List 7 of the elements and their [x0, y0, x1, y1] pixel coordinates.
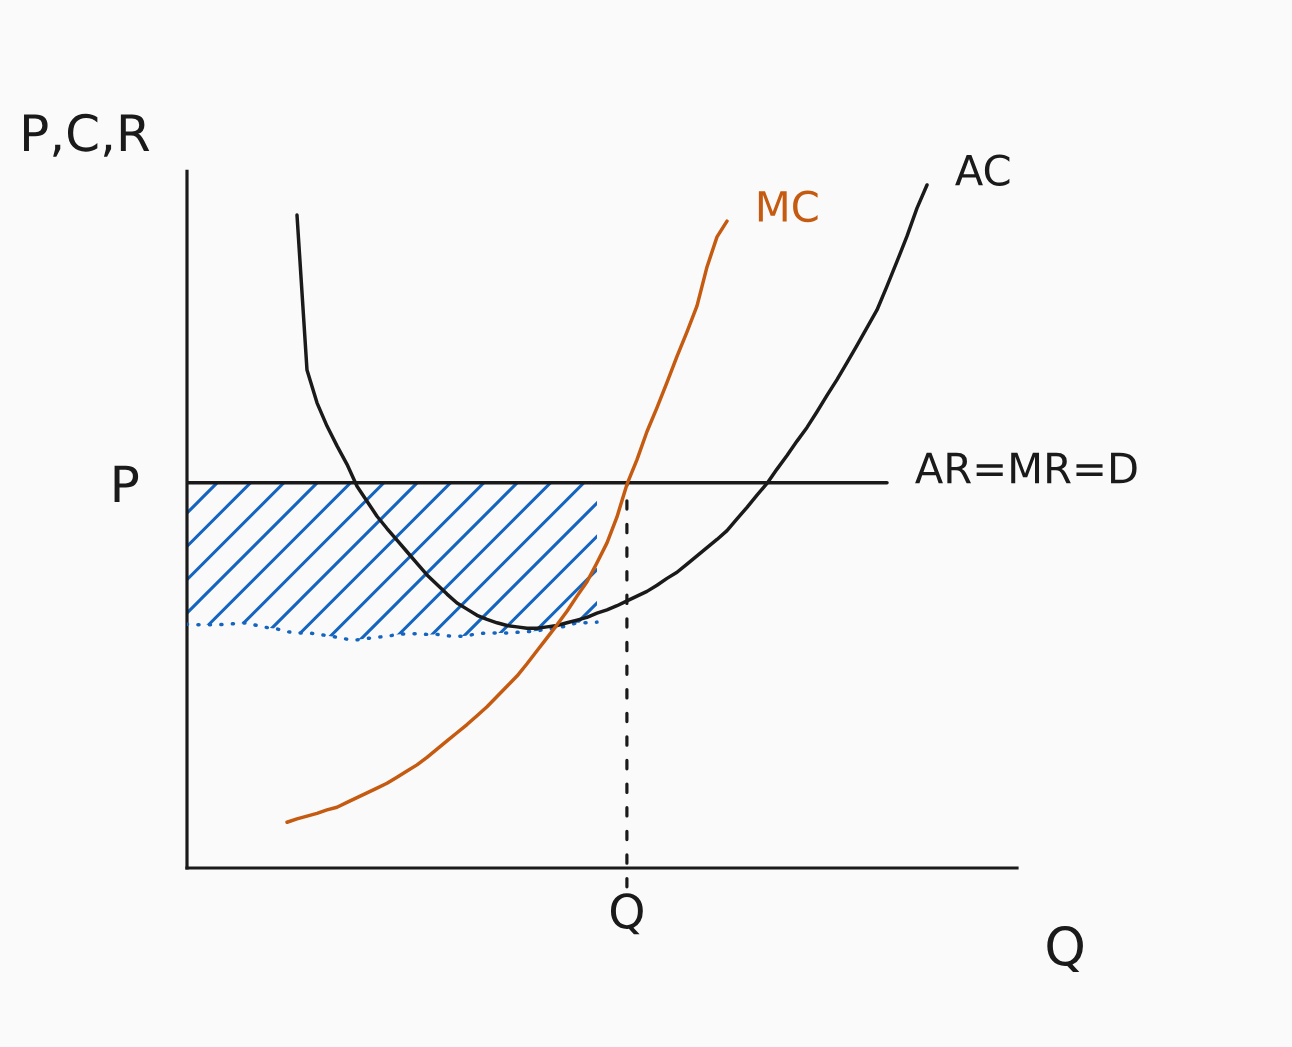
- series-label: AR=MR=D: [915, 452, 1137, 484]
- series-label: AC: [955, 154, 1010, 186]
- text: P: [114, 465, 139, 503]
- x-axis-title: Q: [1047, 926, 1083, 973]
- y-axis-title: P,C,R: [24, 113, 150, 157]
- text: Q: [610, 893, 643, 935]
- series-label: MC: [758, 190, 818, 223]
